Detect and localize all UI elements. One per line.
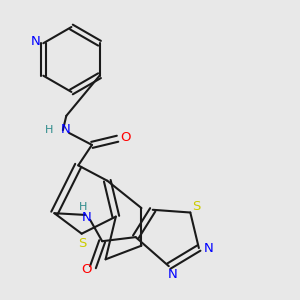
Text: N: N [31,35,41,48]
Text: N: N [203,242,213,254]
Text: N: N [167,268,177,281]
Text: N: N [61,123,70,136]
Text: S: S [192,200,201,213]
Text: O: O [120,130,130,143]
Text: O: O [81,263,92,276]
Text: S: S [78,237,86,250]
Text: N: N [82,211,92,224]
Text: H: H [79,202,88,212]
Text: H: H [45,124,53,134]
